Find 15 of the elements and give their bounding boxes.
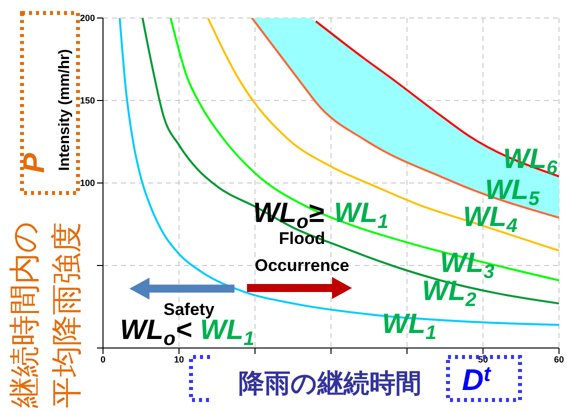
text: P: [18, 152, 51, 174]
y-tick-label: 100: [80, 178, 95, 188]
line-series: [314, 20, 559, 178]
x-tick-label: 10: [174, 354, 184, 364]
annotation: WL$_{o}$<: [120, 314, 192, 350]
y-axis-title: Intensity (mm/hr): [56, 49, 72, 171]
text: D$^{t}$: [462, 362, 492, 397]
x-tick-label: 60: [554, 354, 564, 364]
series-label: WL$_{2}$: [422, 275, 477, 311]
text: 継続時間内の平均降雨強度: [7, 221, 85, 409]
y-tick-label: 200: [80, 13, 95, 24]
y-tick-label: 150: [80, 96, 95, 106]
x-axis-title: 降雨の継続時間: [238, 369, 422, 399]
line-series: [206, 18, 559, 252]
x-tick-label: 0: [100, 354, 106, 364]
